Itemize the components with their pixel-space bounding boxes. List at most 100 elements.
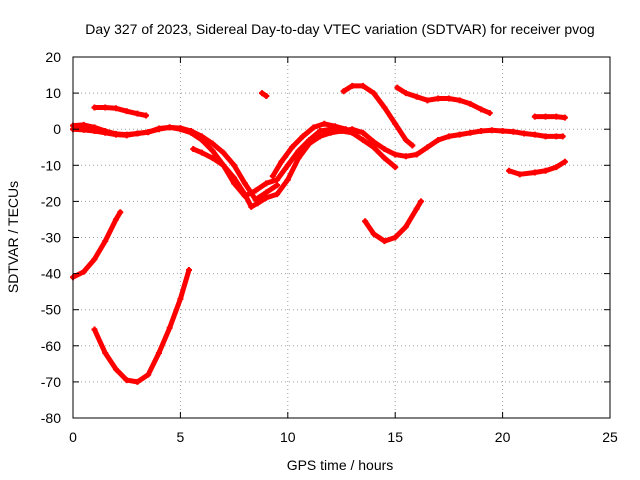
data-point xyxy=(349,82,356,89)
data-point xyxy=(559,133,566,140)
data-point xyxy=(295,147,302,154)
data-point xyxy=(112,131,119,138)
data-point xyxy=(102,129,109,136)
x-tick-label: 10 xyxy=(280,429,296,445)
series-arc-3 xyxy=(91,104,150,119)
data-point xyxy=(145,371,152,378)
data-point xyxy=(561,158,568,165)
series-arc-10 xyxy=(394,84,493,116)
series-group xyxy=(70,82,568,385)
data-point xyxy=(190,146,197,153)
data-point xyxy=(123,108,130,115)
y-axis-label: SDTVAR / TECUs xyxy=(5,181,21,293)
data-point xyxy=(284,162,291,169)
data-point xyxy=(340,88,347,95)
data-point xyxy=(263,180,270,187)
data-point xyxy=(445,133,452,140)
y-tick-label: 10 xyxy=(45,85,61,101)
series-arc-13 xyxy=(531,113,568,121)
data-point xyxy=(134,378,141,385)
series-line xyxy=(532,114,568,121)
data-point xyxy=(394,84,401,91)
data-point xyxy=(370,90,377,97)
data-point xyxy=(274,182,281,189)
data-point xyxy=(220,149,227,156)
data-point xyxy=(112,105,119,112)
data-point xyxy=(259,90,266,97)
data-point xyxy=(143,112,150,119)
y-tick-label: -20 xyxy=(41,193,61,209)
data-point xyxy=(542,133,549,140)
data-point xyxy=(370,230,377,237)
data-point xyxy=(381,238,388,245)
data-point xyxy=(516,171,523,178)
y-tick-label: 20 xyxy=(45,49,61,65)
data-point xyxy=(274,191,281,198)
data-point xyxy=(478,106,485,113)
data-point xyxy=(359,82,366,89)
data-point xyxy=(510,128,517,135)
data-point xyxy=(327,129,334,136)
x-axis-label: GPS time / hours xyxy=(287,457,394,473)
data-point xyxy=(289,144,296,151)
data-point xyxy=(188,129,195,136)
data-point xyxy=(299,133,306,140)
data-point xyxy=(332,123,339,130)
data-point xyxy=(102,350,109,357)
data-point xyxy=(306,140,313,147)
data-point xyxy=(278,158,285,165)
data-point xyxy=(531,113,538,120)
data-point xyxy=(478,128,485,135)
data-point xyxy=(381,104,388,111)
data-point xyxy=(177,295,184,302)
y-tick-label: -50 xyxy=(41,302,61,318)
data-point xyxy=(467,129,474,136)
x-tick-label: 0 xyxy=(69,429,77,445)
data-point xyxy=(123,132,130,139)
data-point xyxy=(424,144,431,151)
data-point xyxy=(177,126,184,133)
y-tick-label: -30 xyxy=(41,230,61,246)
data-point xyxy=(561,114,568,121)
data-point xyxy=(370,138,377,145)
data-point xyxy=(263,189,270,196)
data-point xyxy=(456,131,463,138)
data-point xyxy=(409,142,416,149)
data-point xyxy=(220,162,227,169)
data-point xyxy=(112,366,119,373)
data-point xyxy=(91,128,98,135)
data-point xyxy=(499,128,506,135)
data-point xyxy=(392,151,399,158)
data-point xyxy=(342,126,349,133)
data-point xyxy=(117,209,124,216)
data-point xyxy=(413,93,420,100)
data-point xyxy=(198,149,205,156)
y-tick-label: -10 xyxy=(41,157,61,173)
data-point xyxy=(392,120,399,127)
data-point xyxy=(359,129,366,136)
data-point xyxy=(134,130,141,137)
data-point xyxy=(231,174,238,181)
data-point xyxy=(80,268,87,275)
data-point xyxy=(553,164,560,171)
data-point xyxy=(488,127,495,134)
data-point xyxy=(248,203,255,210)
x-tick-label: 20 xyxy=(495,429,511,445)
data-point xyxy=(80,126,87,133)
data-point xyxy=(91,104,98,111)
data-point xyxy=(353,129,360,136)
x-tick-label: 15 xyxy=(387,429,403,445)
axis-ticks: 0 5 10 15 20 25 -80 -70 -60 -50 -40 -30 -20 -10 0 10 20 xyxy=(41,49,618,445)
data-point xyxy=(145,129,152,136)
series-arc-9 xyxy=(340,82,416,149)
y-tick-label: -40 xyxy=(41,266,61,282)
series-arc-8 xyxy=(269,120,360,180)
data-point xyxy=(155,350,162,357)
data-point xyxy=(241,191,248,198)
data-point xyxy=(321,120,328,127)
data-point xyxy=(102,238,109,245)
data-point xyxy=(445,95,452,102)
data-point xyxy=(370,144,377,151)
data-point xyxy=(123,377,130,384)
